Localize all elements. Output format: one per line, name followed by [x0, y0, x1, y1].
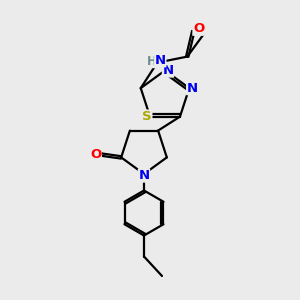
Text: O: O	[90, 148, 101, 161]
Text: H: H	[147, 55, 157, 68]
Text: N: N	[138, 169, 150, 182]
Text: N: N	[162, 64, 174, 77]
Text: N: N	[155, 54, 166, 67]
Text: O: O	[193, 22, 204, 35]
Text: S: S	[142, 110, 152, 123]
Text: N: N	[187, 82, 198, 94]
